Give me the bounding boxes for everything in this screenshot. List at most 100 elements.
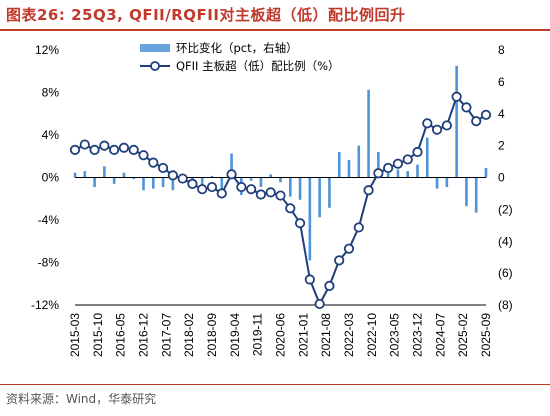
x-tick-label: 2022-10 (365, 313, 379, 357)
bar-2017-09 (171, 177, 175, 191)
line-point-2019-12 (255, 189, 267, 200)
line-point-2023-06 (392, 158, 404, 169)
line-point-2023-09 (402, 154, 413, 165)
line-point-2015-03 (69, 144, 81, 155)
bar-2020-06 (279, 177, 282, 183)
y-left-tick-label: 8% (42, 86, 60, 100)
line-point-2020-09 (285, 203, 296, 214)
x-tick-label: 2021-08 (319, 313, 333, 357)
line-point-2020-12 (294, 218, 306, 229)
bar-2025-06 (474, 177, 478, 213)
x-tick-label: 2023-05 (388, 313, 402, 357)
x-tick-label: 2015-10 (91, 313, 105, 357)
bar-2021-03 (308, 177, 312, 261)
x-tick-label: 2023-12 (411, 313, 425, 357)
line-point-2019-09 (246, 184, 257, 195)
line-point-2023-12 (412, 146, 423, 158)
bar-2018-12 (220, 177, 224, 189)
line-point-2017-09 (167, 170, 178, 181)
line-point-2021-06 (314, 298, 325, 310)
bar-2018-09 (210, 175, 214, 178)
x-tick-label: 2016-05 (114, 313, 128, 357)
y-right-tick-label: 8 (498, 43, 505, 57)
bar-2024-12 (455, 65, 458, 178)
legend-bar-swatch (140, 44, 170, 52)
bar-2016-09 (132, 177, 136, 180)
legend: 环比变化（pct，右轴） QFII 主板超（低）配比例（%） (140, 41, 340, 73)
bar-2024-06 (435, 177, 439, 189)
y-left-tick-label: 0% (42, 171, 60, 185)
y-left-tick-label: 4% (42, 128, 60, 142)
line-point-2021-12 (334, 255, 345, 266)
legend-line-marker (150, 61, 160, 71)
line-point-2025-06 (471, 116, 482, 127)
line-point-2015-06 (79, 139, 90, 150)
figure-title-text: 25Q3, QFII/RQFII对主板超（低）配比例回升 (71, 6, 406, 24)
source-note: 资料来源：Wind，华泰研究 (6, 392, 157, 406)
line-point-2018-03 (187, 178, 198, 189)
bar-2022-03 (347, 159, 351, 178)
bar-2018-06 (200, 177, 204, 188)
bar-2019-03 (230, 153, 233, 178)
line-point-2020-06 (275, 190, 286, 201)
line-point-2015-09 (89, 144, 100, 155)
y-right-tick-label: (6) (498, 266, 513, 280)
bar-2017-03 (151, 177, 155, 189)
line-point-2016-03 (109, 144, 120, 155)
bar-2021-06 (318, 177, 321, 218)
bar-2020-03 (269, 174, 273, 178)
bar-2016-06 (122, 172, 126, 178)
combo-chart: 12% 8% 4% 0% -4% -8% -12% 8 6 4 2 0 (2) (4) (6) (8) 2015… (31, 41, 513, 357)
x-tick-label: 2018-09 (205, 313, 219, 357)
bar-2021-12 (337, 152, 341, 178)
y-right-tick-label: (2) (498, 202, 513, 216)
line-point-2019-06 (236, 181, 247, 193)
bar-2019-09 (249, 177, 253, 181)
line-point-2024-06 (431, 124, 443, 135)
line-point-2017-06 (157, 162, 169, 174)
bar-2023-12 (416, 164, 419, 178)
bar-2020-12 (298, 177, 302, 200)
x-tick-label: 2021-01 (296, 313, 310, 357)
line-point-2018-06 (197, 184, 208, 195)
line-point-2023-03 (383, 162, 394, 174)
line-point-2020-03 (265, 187, 276, 198)
legend-bar-label: 环比变化（pct，右轴） (176, 41, 298, 55)
bar-2015-12 (103, 166, 106, 178)
bar-2015-03 (73, 172, 77, 178)
footer-rule (0, 384, 550, 385)
line-point-2024-03 (422, 118, 433, 129)
y-left-tick-label: 12% (35, 43, 59, 57)
bar-2021-09 (328, 177, 331, 208)
figure-title: 图表26: 25Q3, QFII/RQFII对主板超（低）配比例回升 (6, 4, 405, 25)
bar-2023-06 (396, 169, 400, 178)
x-tick-label: 2024-07 (433, 313, 447, 357)
y-left-tick-label: -8% (38, 256, 60, 270)
bar-2019-12 (259, 177, 263, 188)
line-point-2024-09 (441, 120, 452, 131)
line-point-2019-03 (226, 169, 237, 180)
bar-2022-12 (377, 152, 380, 178)
figure-number: 图表26: (6, 6, 66, 24)
y-right-tick-label: (4) (498, 234, 513, 248)
bar-2023-03 (386, 169, 390, 178)
line-point-2022-12 (373, 168, 384, 179)
y-right-tick-label: 2 (498, 139, 505, 153)
bar-2020-09 (288, 177, 292, 197)
line-point-2018-09 (206, 181, 218, 193)
line-point-2021-09 (324, 280, 335, 291)
x-tick-label: 2017-07 (159, 313, 173, 357)
line-point-2016-09 (128, 144, 139, 155)
line-point-2025-09 (480, 109, 492, 120)
x-tick-label: 2025-09 (479, 313, 493, 357)
y-right-tick-label: (8) (498, 298, 513, 312)
line-point-2025-03 (461, 102, 472, 113)
bar-2022-09 (367, 89, 370, 178)
x-tick-label: 2015-03 (68, 313, 82, 357)
bar-2024-09 (445, 177, 449, 188)
line-point-2022-03 (343, 243, 355, 254)
bar-2024-03 (425, 137, 429, 178)
bar-2016-12 (142, 177, 145, 191)
x-tick-label: 2020-06 (274, 313, 288, 357)
line-point-2022-06 (353, 222, 364, 233)
